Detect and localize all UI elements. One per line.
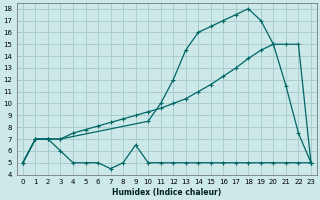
X-axis label: Humidex (Indice chaleur): Humidex (Indice chaleur): [112, 188, 221, 197]
